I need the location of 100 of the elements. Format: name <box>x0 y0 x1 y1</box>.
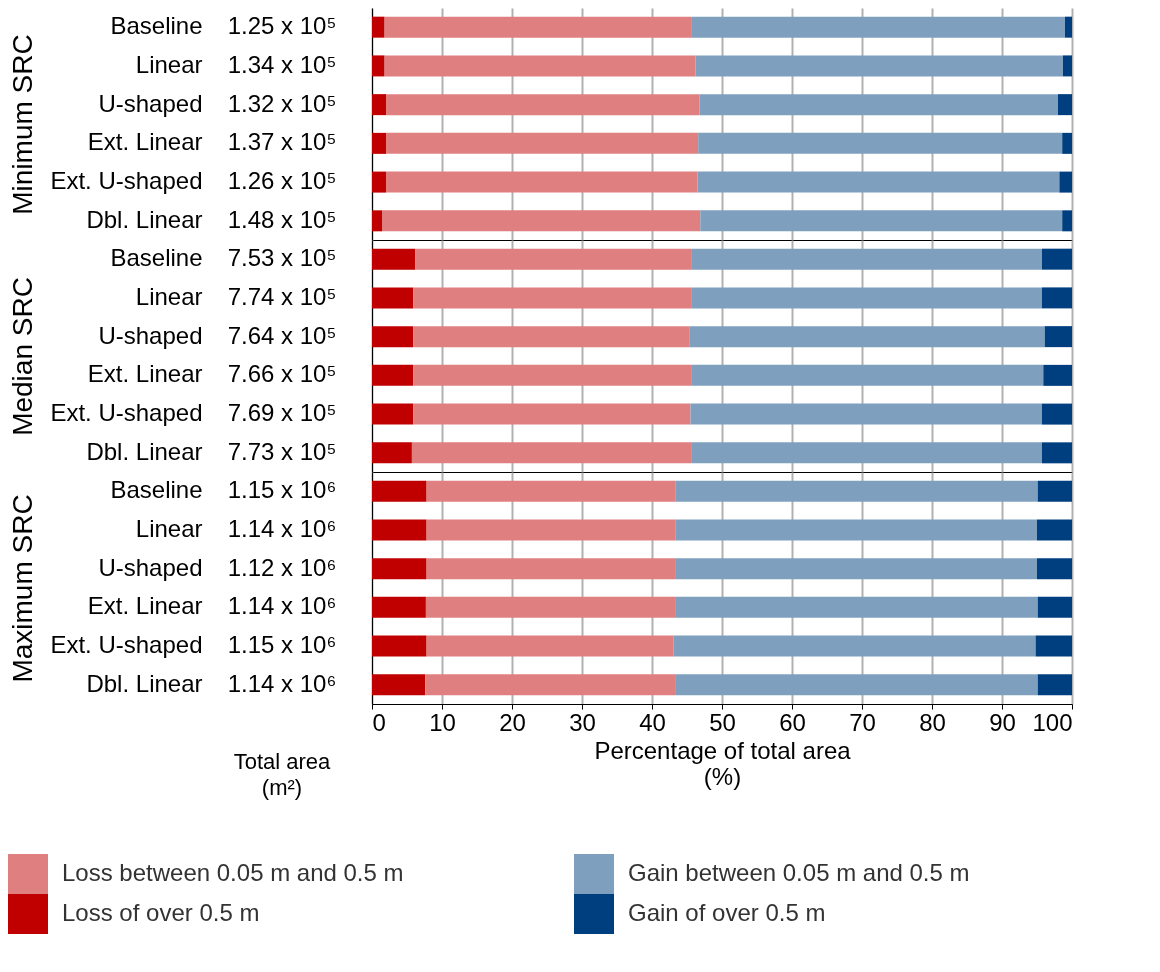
x-tick-label: 80 <box>919 708 946 736</box>
y-tick-label: Linear <box>135 50 203 78</box>
bar <box>372 132 386 154</box>
bar <box>372 635 427 657</box>
bar <box>675 558 1037 580</box>
bar <box>700 210 1063 232</box>
text: 7.73 x 10⁵ <box>227 437 337 465</box>
bar <box>425 674 676 696</box>
bar <box>675 596 1038 618</box>
bar <box>691 442 1042 464</box>
bar <box>426 558 676 580</box>
bar <box>372 558 427 580</box>
text: 7.53 x 10⁵ <box>227 244 337 272</box>
bar <box>1041 442 1072 464</box>
bar <box>372 596 426 618</box>
bar <box>372 480 427 502</box>
bar <box>372 442 412 464</box>
bar <box>1062 55 1072 77</box>
y-axis-title: Minimum SRC <box>6 34 38 215</box>
bar <box>411 442 692 464</box>
text: 1.12 x 10⁶ <box>227 553 337 581</box>
bar <box>384 16 692 38</box>
bar <box>426 635 674 657</box>
bar <box>372 674 426 696</box>
text: 7.69 x 10⁵ <box>227 399 337 427</box>
bar <box>1062 132 1072 154</box>
bar <box>1035 635 1072 657</box>
text: 1.34 x 10⁵ <box>227 50 337 78</box>
bar <box>372 210 383 232</box>
y-tick-label: Ext. Linear <box>87 592 203 620</box>
text: Total area (m²) <box>233 749 332 800</box>
text: 1.48 x 10⁵ <box>227 205 337 233</box>
y-tick-label: U-shaped <box>98 321 203 349</box>
legend-label: Gain between 0.05 m and 0.5 m <box>628 859 970 886</box>
bar <box>413 287 692 309</box>
y-axis-title: Maximum SRC <box>6 494 38 683</box>
text: 1.25 x 10⁵ <box>227 12 337 40</box>
y-tick-label: Dbl. Linear <box>86 437 203 465</box>
text: 1.37 x 10⁵ <box>227 128 337 156</box>
y-tick-label: Ext. U-shaped <box>50 167 203 195</box>
y-tick-label: Dbl. Linear <box>86 205 203 233</box>
bar <box>690 403 1042 425</box>
bar <box>386 132 699 154</box>
x-tick-label: 10 <box>429 708 456 736</box>
bar <box>1041 287 1072 309</box>
text: 1.14 x 10⁶ <box>227 669 337 697</box>
bar <box>372 326 414 348</box>
y-tick-label: Dbl. Linear <box>86 669 203 697</box>
bar <box>386 94 700 116</box>
bar <box>426 519 676 541</box>
bar <box>413 403 691 425</box>
x-tick-label: 40 <box>639 708 666 736</box>
y-tick-label: Baseline <box>110 476 203 504</box>
bar <box>372 171 386 193</box>
bar <box>697 171 1060 193</box>
legend-label: Loss of over 0.5 m <box>62 899 260 926</box>
y-tick-label: Baseline <box>110 244 203 272</box>
y-tick-label: Baseline <box>110 12 203 40</box>
bar <box>372 519 427 541</box>
bar <box>382 210 701 232</box>
bar <box>1037 480 1072 502</box>
y-tick-label: U-shaped <box>98 553 203 581</box>
x-tick-label: 60 <box>779 708 806 736</box>
bar <box>1037 558 1072 580</box>
bar <box>698 132 1063 154</box>
bar <box>372 94 386 116</box>
text: 1.32 x 10⁵ <box>227 89 337 117</box>
bar <box>425 596 676 618</box>
text: 1.14 x 10⁶ <box>227 514 337 542</box>
bar <box>1037 674 1072 696</box>
bar <box>1043 364 1072 386</box>
y-tick-label: Ext. Linear <box>87 360 203 388</box>
bar <box>1037 519 1072 541</box>
x-tick-label: 100 <box>1032 708 1073 736</box>
x-tick-label: 0 <box>372 708 386 736</box>
bar <box>673 635 1036 657</box>
text: 1.15 x 10⁶ <box>227 476 337 504</box>
x-tick-label: 90 <box>989 708 1016 736</box>
bar <box>426 480 676 502</box>
y-tick-label: Ext. Linear <box>87 128 203 156</box>
bar <box>695 55 1063 77</box>
bar <box>1059 171 1072 193</box>
bar <box>1041 403 1072 425</box>
legend-label: Gain of over 0.5 m <box>628 899 826 926</box>
bar <box>1041 248 1072 270</box>
bar <box>372 55 385 77</box>
bar <box>372 16 385 38</box>
y-tick-label: Linear <box>135 514 203 542</box>
bar <box>675 674 1038 696</box>
y-tick-label: Linear <box>135 282 203 310</box>
bar <box>1062 210 1072 232</box>
bar <box>675 519 1037 541</box>
bar <box>691 248 1042 270</box>
y-axis-title: Median SRC <box>6 277 38 436</box>
bar <box>372 248 416 270</box>
text: 7.74 x 10⁵ <box>227 282 337 310</box>
x-tick-label: 30 <box>569 708 596 736</box>
bar <box>415 248 692 270</box>
bar <box>372 403 414 425</box>
text: 1.14 x 10⁶ <box>227 592 337 620</box>
